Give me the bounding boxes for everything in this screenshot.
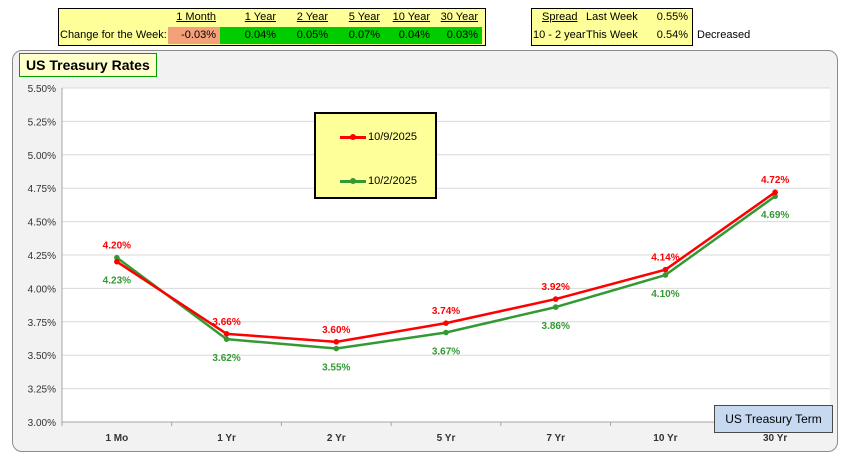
series-1-point (223, 331, 230, 337)
series-1-data-label: 3.74% (432, 306, 460, 317)
change-label: Change for the Week: (60, 29, 167, 41)
series-2-data-label: 3.55% (322, 363, 350, 374)
series-2-point (333, 345, 340, 352)
change-value-2: 0.05% (280, 27, 332, 44)
change-value-1: 0.04% (220, 27, 280, 44)
spread-table (531, 8, 693, 46)
y-tick-label: 4.50% (28, 218, 56, 229)
y-tick-label: 4.25% (28, 251, 56, 262)
x-tick-label: 5 Yr (437, 433, 456, 444)
series-2-data-label: 4.10% (651, 289, 679, 300)
y-tick-label: 5.00% (28, 151, 56, 162)
chart-legend: 10/9/2025 10/2/2025 (314, 112, 437, 199)
change-header-2: 2 Year (296, 11, 328, 23)
legend-label-series-2: 10/2/2025 (368, 175, 417, 187)
change-header-0: 1 Month (176, 11, 216, 23)
x-tick-label: 7 Yr (546, 433, 565, 444)
legend-swatch-series-1 (340, 133, 366, 140)
series-1-point (333, 339, 340, 345)
series-2-point (114, 254, 120, 261)
x-tick-label: 2 Yr (327, 433, 346, 444)
change-header-4: 10 Year (392, 11, 430, 23)
series-2-data-label: 4.69% (761, 210, 789, 221)
x-tick-label: 1 Yr (217, 433, 236, 444)
series-1-point (552, 296, 559, 302)
change-value-3: 0.07% (332, 27, 384, 44)
series-2-point (552, 304, 559, 310)
y-tick-label: 4.75% (28, 184, 56, 195)
x-axis-title: US Treasury Term (714, 405, 833, 433)
spread-this-week-value: 0.54% (656, 29, 688, 41)
series-1-point (443, 320, 449, 326)
series-1-point (772, 189, 778, 196)
spread-this-week-label: This Week (586, 29, 638, 41)
x-tick-label: 30 Yr (763, 433, 787, 444)
spread-label: 10 - 2 year (533, 29, 586, 41)
spread-last-week-label: Last Week (586, 11, 638, 23)
y-tick-label: 5.25% (28, 117, 56, 128)
legend-label-series-1: 10/9/2025 (368, 131, 417, 143)
y-tick-label: 3.50% (28, 351, 56, 362)
series-2-point (772, 193, 778, 200)
change-header-3: 5 Year (348, 11, 380, 23)
series-2-data-label: 3.86% (542, 321, 570, 332)
change-header-1: 1 Year (244, 11, 276, 23)
change-value-0: -0.03% (168, 27, 220, 44)
chart-title: US Treasury Rates (19, 53, 157, 77)
x-tick-label: 1 Mo (105, 433, 128, 444)
series-1-data-label: 3.66% (212, 317, 240, 328)
spread-last-week-value: 0.55% (656, 11, 688, 23)
y-tick-label: 5.50% (28, 84, 56, 95)
series-1-point (662, 266, 669, 273)
y-tick-label: 3.25% (28, 385, 56, 396)
legend-item-series-2: 10/2/2025 (340, 174, 417, 188)
y-tick-label: 3.75% (28, 318, 56, 329)
series-2-point (443, 329, 449, 336)
series-2-data-label: 3.67% (432, 346, 460, 357)
spread-status: Decreased (697, 29, 751, 41)
spread-header: Spread (542, 11, 578, 23)
series-2-data-label: 3.62% (212, 353, 240, 364)
series-1-data-label: 4.72% (761, 175, 789, 186)
series-2-data-label: 4.23% (103, 276, 131, 287)
series-1-data-label: 3.92% (542, 282, 570, 293)
change-value-5: 0.03% (434, 27, 482, 44)
y-tick-label: 4.00% (28, 284, 56, 295)
series-1-data-label: 4.14% (651, 253, 679, 264)
x-tick-label: 10 Yr (653, 433, 677, 444)
series-1-data-label: 3.60% (322, 325, 350, 336)
series-1-data-label: 4.20% (103, 241, 131, 252)
legend-swatch-series-2 (340, 177, 366, 184)
series-1-point (114, 258, 120, 265)
change-value-4: 0.04% (384, 27, 434, 44)
series-2-point (223, 336, 230, 342)
y-tick-label: 3.00% (28, 418, 56, 429)
legend-item-series-1: 10/9/2025 (340, 130, 417, 144)
series-2-point (662, 272, 669, 278)
change-header-5: 30 Year (440, 11, 478, 23)
